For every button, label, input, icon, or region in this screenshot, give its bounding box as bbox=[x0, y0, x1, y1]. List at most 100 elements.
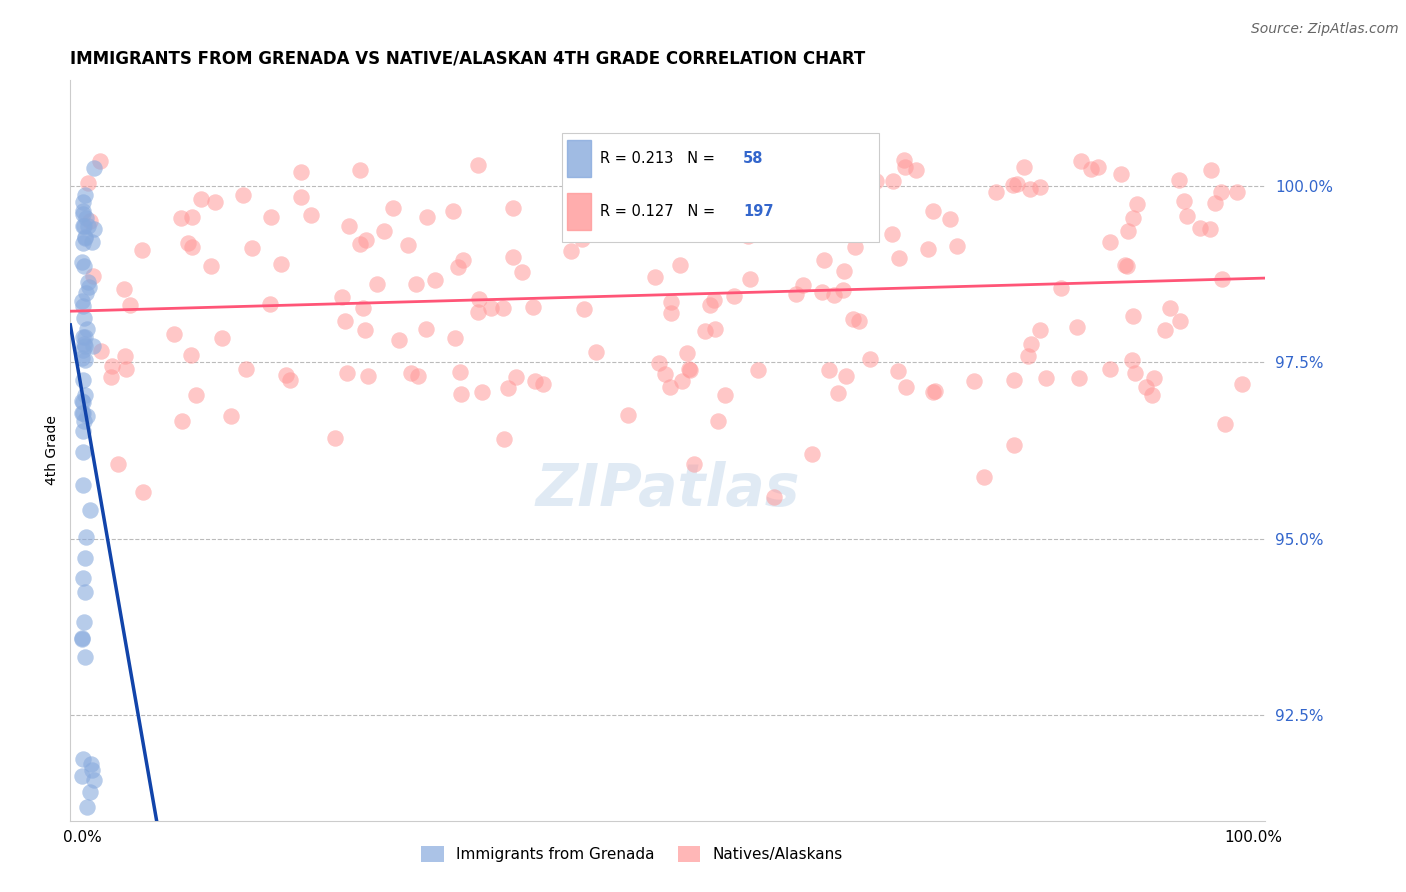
Point bbox=[270, 257, 292, 271]
Point bbox=[80, 756, 103, 771]
Point bbox=[1154, 323, 1177, 337]
Point bbox=[1135, 380, 1157, 394]
Point bbox=[1204, 195, 1226, 210]
Point bbox=[75, 188, 97, 202]
Point bbox=[1002, 373, 1025, 387]
FancyBboxPatch shape bbox=[562, 133, 879, 243]
Point bbox=[75, 330, 97, 344]
Point bbox=[648, 356, 671, 370]
Bar bbox=[567, 140, 591, 177]
Point bbox=[72, 394, 94, 409]
Point bbox=[616, 408, 638, 422]
Point bbox=[1114, 258, 1136, 272]
Point bbox=[73, 615, 96, 629]
Point bbox=[73, 339, 96, 353]
Point bbox=[398, 238, 420, 252]
Point bbox=[170, 414, 193, 428]
Point bbox=[405, 277, 427, 291]
Point bbox=[858, 351, 880, 366]
Point bbox=[813, 252, 835, 267]
Point bbox=[945, 239, 967, 253]
Point bbox=[823, 287, 845, 301]
Point bbox=[82, 235, 104, 249]
Point bbox=[73, 584, 96, 599]
Point bbox=[72, 219, 94, 234]
Point bbox=[72, 406, 94, 420]
Point bbox=[560, 244, 582, 258]
Point bbox=[894, 379, 917, 393]
Point bbox=[76, 409, 98, 423]
Point bbox=[1122, 211, 1144, 225]
Point bbox=[232, 188, 254, 202]
Point bbox=[502, 250, 524, 264]
Point bbox=[118, 298, 141, 312]
Point bbox=[921, 385, 943, 400]
Point bbox=[423, 273, 446, 287]
Point bbox=[921, 204, 943, 219]
Point bbox=[669, 158, 692, 172]
Point bbox=[449, 365, 471, 379]
Point bbox=[76, 800, 98, 814]
Point bbox=[738, 272, 761, 286]
Point bbox=[1188, 221, 1211, 235]
Point bbox=[357, 368, 380, 383]
Point bbox=[692, 198, 714, 212]
Point bbox=[76, 276, 98, 290]
Point bbox=[112, 282, 135, 296]
Point bbox=[75, 649, 97, 664]
Point bbox=[963, 374, 986, 388]
Point bbox=[939, 211, 962, 226]
Point bbox=[924, 384, 946, 399]
Point bbox=[290, 190, 312, 204]
Point bbox=[1035, 371, 1057, 385]
Point bbox=[276, 368, 298, 382]
Legend: Immigrants from Grenada, Natives/Alaskans: Immigrants from Grenada, Natives/Alaskan… bbox=[415, 840, 849, 869]
Point bbox=[1069, 370, 1091, 384]
Point bbox=[70, 351, 93, 365]
Point bbox=[83, 222, 105, 236]
Point bbox=[200, 259, 222, 273]
Point bbox=[671, 374, 693, 388]
Point bbox=[683, 457, 706, 471]
Point bbox=[82, 269, 104, 284]
Point bbox=[1028, 180, 1050, 194]
Point bbox=[450, 387, 472, 401]
Point bbox=[90, 343, 112, 358]
Point bbox=[70, 255, 93, 269]
Point bbox=[659, 306, 682, 320]
Point bbox=[887, 251, 910, 265]
Point bbox=[260, 210, 283, 224]
Point bbox=[1111, 168, 1133, 182]
Point bbox=[72, 236, 94, 251]
Point bbox=[811, 165, 834, 179]
Point bbox=[451, 253, 474, 268]
Point bbox=[79, 785, 101, 799]
Point bbox=[1121, 353, 1143, 368]
Point bbox=[1029, 323, 1052, 337]
Point bbox=[678, 362, 700, 376]
Point bbox=[571, 232, 593, 246]
Point bbox=[180, 348, 202, 362]
Point bbox=[349, 162, 371, 177]
Point bbox=[1167, 173, 1189, 187]
Point bbox=[72, 194, 94, 209]
Point bbox=[1017, 349, 1039, 363]
Point bbox=[865, 173, 887, 187]
Point bbox=[72, 769, 94, 783]
Point bbox=[89, 154, 111, 169]
Point bbox=[905, 162, 928, 177]
Point bbox=[1168, 314, 1191, 328]
Point bbox=[893, 153, 915, 167]
Point bbox=[114, 349, 136, 363]
Point bbox=[492, 432, 515, 446]
Point bbox=[827, 386, 849, 401]
Point bbox=[659, 295, 682, 310]
Point bbox=[479, 301, 502, 316]
Point bbox=[531, 376, 554, 391]
Point bbox=[72, 299, 94, 313]
Point bbox=[72, 343, 94, 357]
Point bbox=[748, 224, 770, 238]
Point bbox=[1098, 235, 1121, 249]
Point bbox=[679, 363, 702, 377]
Point bbox=[388, 333, 411, 347]
